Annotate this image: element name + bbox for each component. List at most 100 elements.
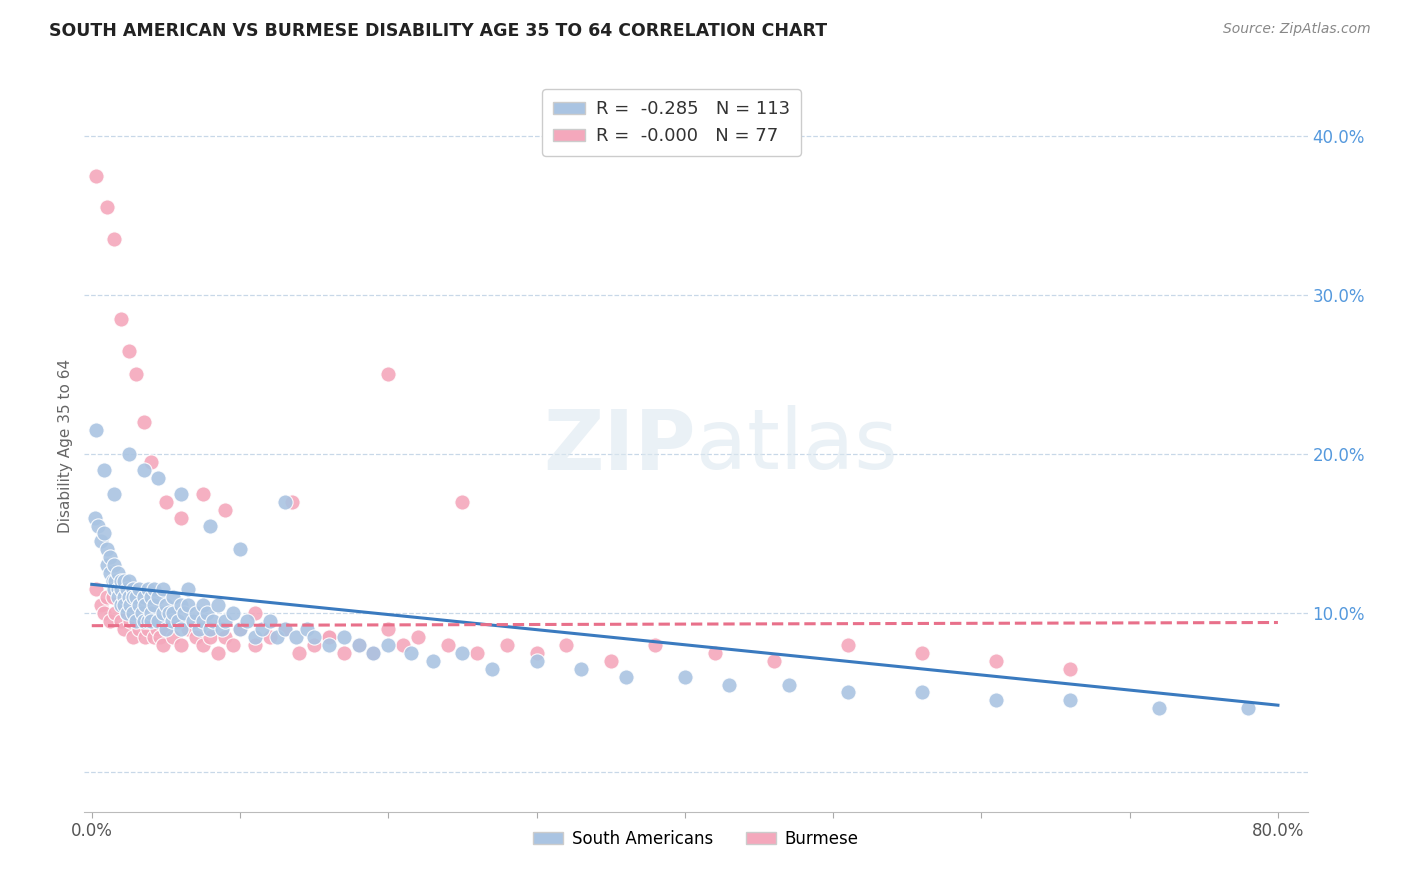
Point <box>211 622 233 636</box>
Point <box>148 614 170 628</box>
Point <box>191 614 214 628</box>
Point <box>146 622 169 636</box>
Point <box>496 638 519 652</box>
Point <box>139 606 162 620</box>
Point <box>173 606 195 620</box>
Point <box>526 646 548 660</box>
Point <box>170 638 193 652</box>
Point <box>778 677 800 691</box>
Point <box>200 630 222 644</box>
Point <box>399 646 422 660</box>
Point <box>101 590 124 604</box>
Point <box>569 662 592 676</box>
Point <box>377 368 399 382</box>
Point <box>911 646 934 660</box>
Point <box>110 598 132 612</box>
Point <box>112 598 135 612</box>
Point <box>221 606 243 620</box>
Point <box>139 590 162 604</box>
Point <box>118 447 141 461</box>
Point <box>191 598 214 612</box>
Text: atlas: atlas <box>696 406 897 486</box>
Point <box>110 582 132 596</box>
Point <box>451 646 474 660</box>
Point <box>112 622 135 636</box>
Point <box>134 630 156 644</box>
Point <box>197 606 219 620</box>
Point <box>125 614 148 628</box>
Point <box>406 630 429 644</box>
Point <box>162 630 184 644</box>
Point <box>136 582 159 596</box>
Point <box>103 232 125 246</box>
Point <box>363 646 385 660</box>
Point <box>718 677 741 691</box>
Point <box>302 638 325 652</box>
Text: ZIP: ZIP <box>544 406 696 486</box>
Point <box>162 590 184 604</box>
Point <box>155 494 177 508</box>
Point <box>93 606 115 620</box>
Point <box>120 614 142 628</box>
Point <box>644 638 666 652</box>
Point <box>96 201 118 215</box>
Point <box>911 685 934 699</box>
Point <box>422 654 444 668</box>
Point <box>107 582 129 596</box>
Point <box>1059 662 1081 676</box>
Point <box>98 550 121 565</box>
Point <box>98 566 121 581</box>
Point <box>187 622 209 636</box>
Point <box>122 582 145 596</box>
Text: Source: ZipAtlas.com: Source: ZipAtlas.com <box>1223 22 1371 37</box>
Point <box>170 598 193 612</box>
Point <box>139 614 162 628</box>
Point <box>84 423 107 437</box>
Point <box>155 598 177 612</box>
Point <box>155 622 177 636</box>
Point <box>986 693 1008 707</box>
Point <box>1059 693 1081 707</box>
Point <box>191 486 214 500</box>
Point <box>118 343 141 358</box>
Point <box>84 169 107 183</box>
Point <box>333 630 356 644</box>
Point <box>139 614 162 628</box>
Point <box>128 598 150 612</box>
Point <box>837 638 859 652</box>
Point <box>103 486 125 500</box>
Point <box>84 582 107 596</box>
Point <box>149 630 172 644</box>
Point <box>152 582 174 596</box>
Point <box>243 606 266 620</box>
Point <box>166 614 188 628</box>
Point <box>104 606 127 620</box>
Point <box>93 463 115 477</box>
Point <box>86 518 108 533</box>
Point <box>259 630 281 644</box>
Point <box>93 526 115 541</box>
Point <box>117 606 139 620</box>
Point <box>128 582 150 596</box>
Point <box>83 510 105 524</box>
Point <box>117 582 139 596</box>
Point <box>128 622 150 636</box>
Point <box>252 622 274 636</box>
Point <box>318 630 340 644</box>
Point <box>103 582 125 596</box>
Point <box>347 638 370 652</box>
Point <box>177 582 200 596</box>
Point <box>221 638 243 652</box>
Point <box>110 574 132 589</box>
Text: SOUTH AMERICAN VS BURMESE DISABILITY AGE 35 TO 64 CORRELATION CHART: SOUTH AMERICAN VS BURMESE DISABILITY AGE… <box>49 22 827 40</box>
Point <box>112 598 135 612</box>
Point <box>986 654 1008 668</box>
Point <box>200 518 222 533</box>
Point <box>273 622 295 636</box>
Point <box>599 654 621 668</box>
Point <box>107 590 129 604</box>
Point <box>117 606 139 620</box>
Point <box>703 646 725 660</box>
Point <box>377 622 399 636</box>
Point <box>90 598 112 612</box>
